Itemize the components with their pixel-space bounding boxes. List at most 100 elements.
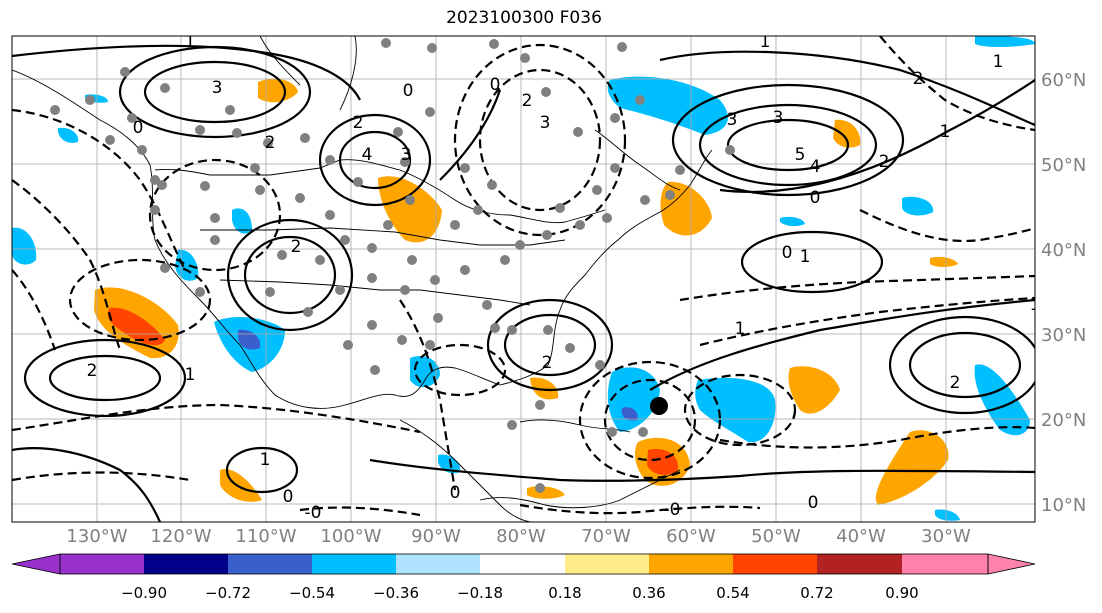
lon-label: 70°W <box>581 526 631 547</box>
contour-label: 1 <box>760 32 771 52</box>
lon-label: 40°W <box>836 526 886 547</box>
shade-negative <box>607 76 728 135</box>
shade-positive <box>788 366 840 414</box>
contour-positive <box>740 230 884 294</box>
lon-label: 90°W <box>411 526 461 547</box>
colorbar-tick-labels: −0.90 −0.72 −0.54 −0.36 −0.18 0.18 0.36 … <box>121 584 919 602</box>
contour-lines-negative <box>12 36 1035 517</box>
coastlines <box>12 36 713 522</box>
contour-negative <box>12 471 191 482</box>
contour-label: 2 <box>265 133 276 153</box>
contour-label: 1 <box>993 52 1004 72</box>
anomaly-shading <box>12 36 1035 521</box>
contour-positive <box>369 458 1035 482</box>
contour-positive <box>243 235 337 315</box>
contour-negative <box>148 158 282 272</box>
contour-label: 1 <box>185 32 196 52</box>
lat-tick-labels: 60°N 50°N 40°N 30°N 20°N 10°N <box>1041 70 1086 516</box>
contour-positive <box>12 447 162 522</box>
contour-label: 0 <box>490 75 501 95</box>
contour-label: 0 <box>782 243 793 263</box>
shade-negative <box>975 36 1035 47</box>
contour-lines <box>12 44 1035 522</box>
contour-label: 2 <box>542 353 553 373</box>
shade-positive <box>378 176 442 243</box>
shade-negative <box>974 364 1030 436</box>
colorbar-bin <box>649 554 733 574</box>
colorbar-tick: 0.36 <box>632 584 665 602</box>
lon-tick-labels: 130°W 120°W 110°W 100°W 90°W 80°W 70°W 6… <box>66 526 971 547</box>
colorbar-tick: 0.72 <box>800 584 833 602</box>
contour-negative <box>478 68 602 212</box>
contour-positive <box>143 60 287 124</box>
contour-negative <box>12 269 57 351</box>
colorbar-tick: −0.36 <box>373 584 419 602</box>
contour-negative <box>578 360 722 480</box>
lon-label: 130°W <box>66 526 127 547</box>
colorbar-extend-high <box>987 553 1036 575</box>
contour-label: 0 <box>810 188 821 208</box>
contour-label: 2 <box>879 152 890 172</box>
contour-negative <box>879 36 1035 132</box>
shade-negative <box>935 509 960 521</box>
colorbar-bin <box>312 554 396 574</box>
map-frame <box>11 35 1036 523</box>
contour-positive <box>698 103 878 187</box>
contour-positive <box>671 83 905 197</box>
contour-label: 4 <box>362 145 373 165</box>
colorbar-bin <box>396 554 480 574</box>
lon-label: 110°W <box>235 526 296 547</box>
lon-label: 50°W <box>751 526 801 547</box>
contour-positive <box>649 298 1035 391</box>
contour-label: 1 <box>735 319 746 339</box>
station-markers <box>50 38 735 493</box>
contour-label: 2 <box>87 361 98 381</box>
contour-negative <box>68 258 212 342</box>
contour-positive <box>908 331 1022 399</box>
contour-positive <box>659 50 1035 127</box>
contour-positive <box>726 118 850 172</box>
contour-label: 2 <box>522 91 533 111</box>
lon-label: 100°W <box>320 526 381 547</box>
shade-negative <box>12 227 37 265</box>
lat-label: 50°N <box>1041 155 1086 176</box>
shade-positive <box>258 78 298 103</box>
contour-negative <box>399 299 457 491</box>
shade-negative <box>695 377 776 443</box>
contour-positive <box>48 354 162 402</box>
contour-positive <box>225 446 299 494</box>
shade-negative <box>780 216 805 227</box>
contour-positive <box>318 113 432 207</box>
lat-label: 10°N <box>1041 495 1086 516</box>
shade-strong-negative <box>621 407 638 421</box>
contour-negative <box>453 43 627 237</box>
storm-center-marker <box>650 397 668 415</box>
lon-label: 120°W <box>150 526 211 547</box>
contour-label: 1 <box>1030 295 1041 315</box>
plot-title: 2023100300 F036 <box>446 8 602 28</box>
shade-positive <box>875 430 949 505</box>
contour-label: 0 <box>808 493 819 513</box>
contour-positive <box>719 79 1035 194</box>
contour-label: -0 <box>664 500 681 520</box>
contour-positive <box>486 298 614 392</box>
contour-label: 1 <box>260 450 271 470</box>
shade-negative <box>232 208 252 234</box>
contour-negative <box>519 503 761 515</box>
gridlines <box>12 36 1035 522</box>
colorbar-bin <box>228 554 312 574</box>
contour-label: 3 <box>773 108 784 128</box>
shade-positive <box>530 377 559 400</box>
contour-negative <box>12 179 122 351</box>
shade-negative <box>58 127 79 143</box>
contour-label: 0 <box>450 483 461 503</box>
contour-label: 2 <box>353 113 364 133</box>
contour-label: 5 <box>795 145 806 165</box>
contour-negative <box>12 403 421 434</box>
colorbar-tick: 0.54 <box>716 584 749 602</box>
lon-label: 30°W <box>921 526 971 547</box>
colorbar-bin <box>144 554 228 574</box>
colorbar-tick: −0.72 <box>205 584 251 602</box>
contour-label: 1 <box>800 247 811 267</box>
colorbar-bin <box>733 554 817 574</box>
